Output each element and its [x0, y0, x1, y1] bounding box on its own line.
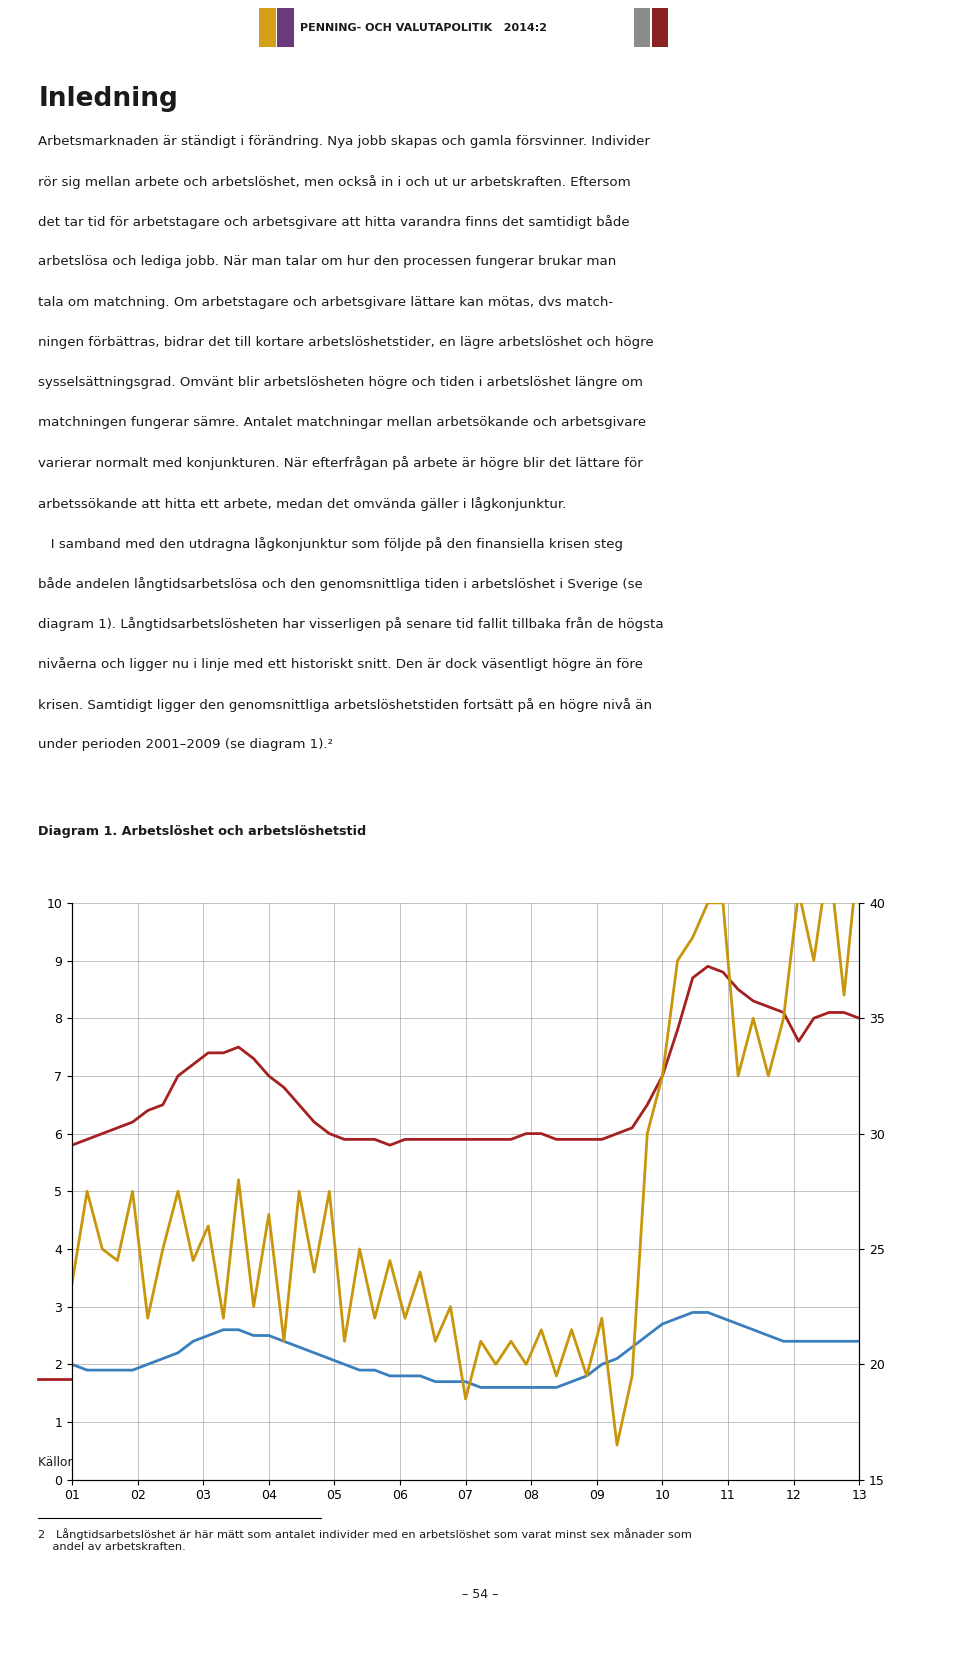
Text: under perioden 2001–2009 (se diagram 1).²: under perioden 2001–2009 (se diagram 1).… [38, 737, 333, 751]
Text: 2   Långtidsarbetslöshet är här mätt som antalet individer med en arbetslöshet s: 2 Långtidsarbetslöshet är här mätt som a… [38, 1528, 692, 1552]
Text: det tar tid för arbetstagare och arbetsgivare att hitta varandra finns det samti: det tar tid för arbetstagare och arbetsg… [38, 216, 630, 229]
Text: krisen. Samtidigt ligger den genomsnittliga arbetslöshetstiden fortsätt på en hö: krisen. Samtidigt ligger den genomsnittl… [38, 697, 653, 712]
Bar [634, 8, 650, 47]
Text: I samband med den utdragna lågkonjunktur som följde på den finansiella krisen st: I samband med den utdragna lågkonjunktur… [38, 537, 623, 550]
Text: nivåerna och ligger nu i linje med ett historiskt snitt. Den är dock väsentligt : nivåerna och ligger nu i linje med ett h… [38, 657, 643, 672]
Text: diagram 1). Långtidsarbetslösheten har visserligen på senare tid fallit tillbaka: diagram 1). Långtidsarbetslösheten har v… [38, 617, 664, 632]
Text: Varav arbetslöshet >26 veckor: Varav arbetslöshet >26 veckor [343, 1373, 533, 1386]
Text: Diagram 1. Arbetslöshet och arbetslöshetstid: Diagram 1. Arbetslöshet och arbetslöshet… [38, 826, 367, 838]
Text: rör sig mellan arbete och arbetslöshet, men också in i och ut ur arbetskraften. : rör sig mellan arbete och arbetslöshet, … [38, 176, 631, 189]
Text: Medelantal veckor
(höger skala): Medelantal veckor (höger skala) [643, 1366, 756, 1393]
Text: – 54 –: – 54 – [462, 1587, 498, 1600]
Text: Arbetslöshet 15–74: Arbetslöshet 15–74 [83, 1373, 202, 1386]
Bar [652, 8, 668, 47]
Text: arbetssökande att hitta ett arbete, medan det omvända gäller i lågkonjunktur.: arbetssökande att hitta ett arbete, meda… [38, 497, 567, 510]
Text: PENNING- OCH VALUTAPOLITIK   2014:2: PENNING- OCH VALUTAPOLITIK 2014:2 [300, 23, 546, 32]
Text: tala om matchning. Om arbetstagare och arbetsgivare lättare kan mötas, dvs match: tala om matchning. Om arbetstagare och a… [38, 296, 613, 309]
Bar [259, 8, 276, 47]
Text: matchningen fungerar sämre. Antalet matchningar mellan arbetsökande och arbetsgi: matchningen fungerar sämre. Antalet matc… [38, 416, 646, 430]
Text: ningen förbättras, bidrar det till kortare arbetslöshetstider, en lägre arbetslö: ningen förbättras, bidrar det till korta… [38, 336, 654, 349]
Text: sysselsättningsgrad. Omvänt blir arbetslösheten högre och tiden i arbetslöshet l: sysselsättningsgrad. Omvänt blir arbetsl… [38, 376, 643, 390]
Text: Källor: Statistiska centralbyrån och Riksbanken: Källor: Statistiska centralbyrån och Rik… [38, 1455, 327, 1468]
Text: varierar normalt med konjunkturen. När efterfrågan på arbete är högre blir det l: varierar normalt med konjunkturen. När e… [38, 456, 643, 470]
Text: Arbetsmarknaden är ständigt i förändring. Nya jobb skapas och gamla försvinner. : Arbetsmarknaden är ständigt i förändring… [38, 135, 651, 147]
Text: både andelen långtidsarbetslösa och den genomsnittliga tiden i arbetslöshet i Sv: både andelen långtidsarbetslösa och den … [38, 577, 643, 590]
Bar [277, 8, 294, 47]
Text: arbetslösa och lediga jobb. När man talar om hur den processen fungerar brukar m: arbetslösa och lediga jobb. När man tala… [38, 256, 616, 268]
Text: Inledning: Inledning [38, 85, 179, 112]
